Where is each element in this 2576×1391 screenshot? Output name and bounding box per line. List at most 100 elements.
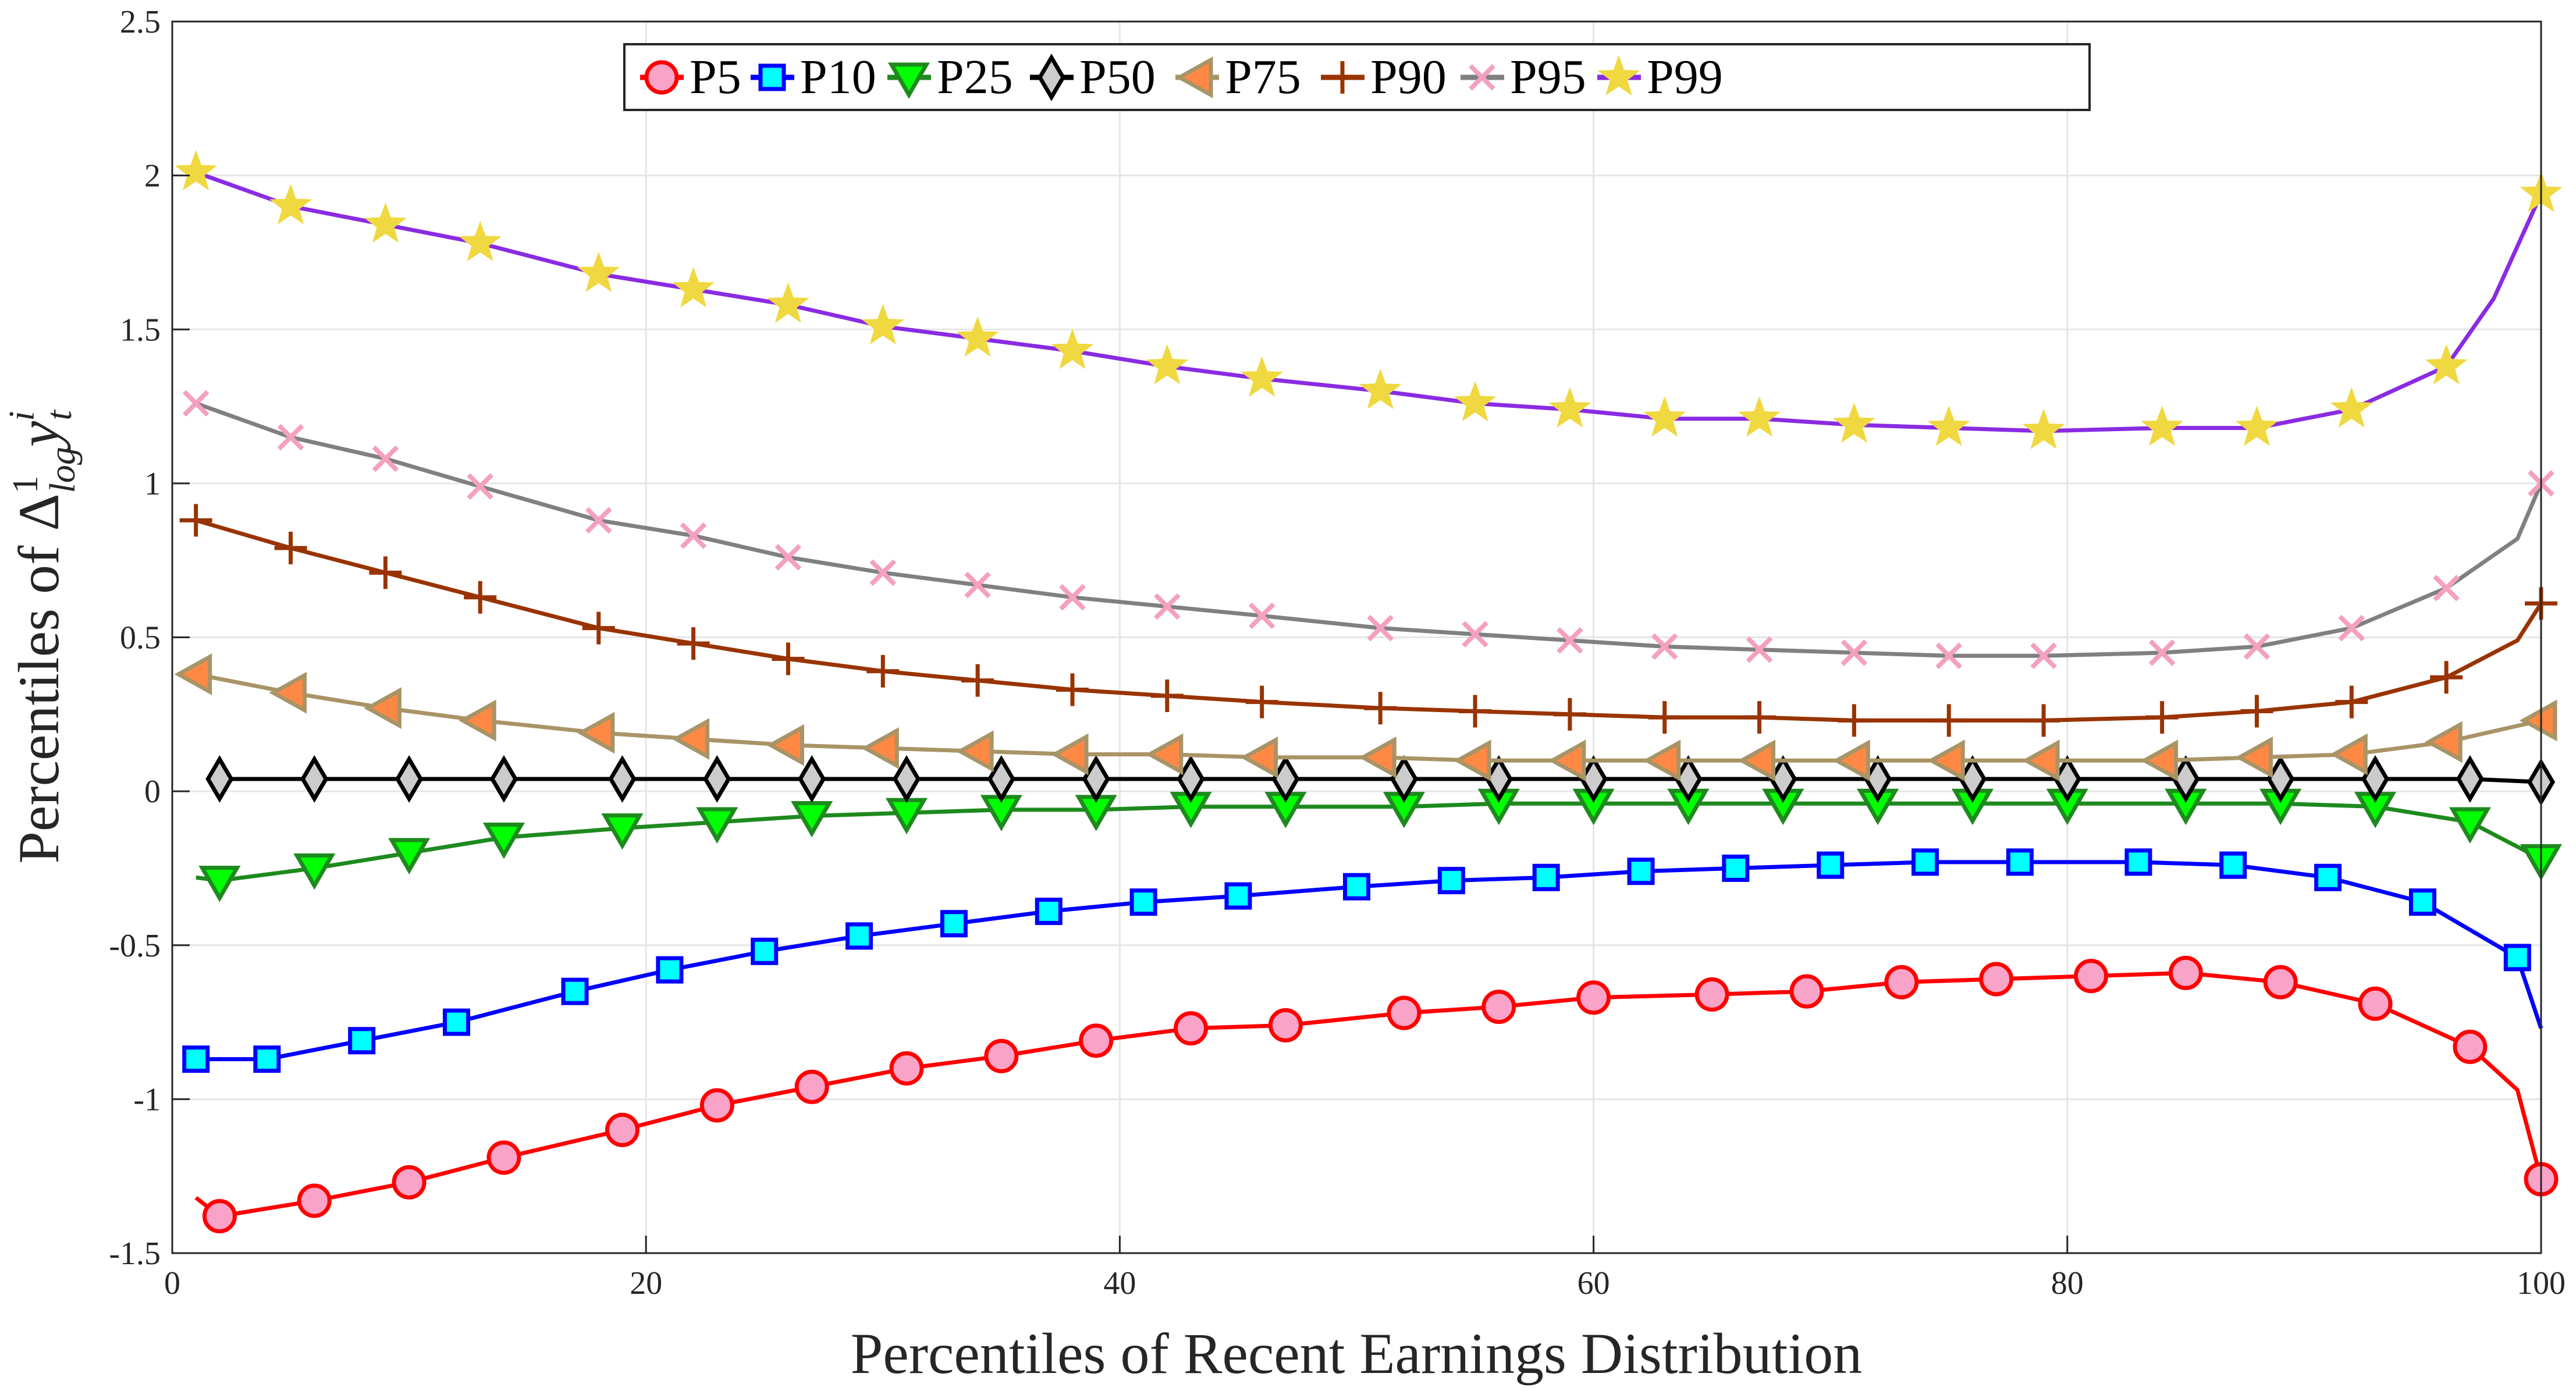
data-point-marker xyxy=(2006,848,2034,876)
series-p5 xyxy=(194,955,2559,1233)
data-point-marker xyxy=(1174,1011,1209,1046)
data-point-marker xyxy=(2430,661,2463,694)
legend-item-p95: P95 xyxy=(1461,50,1586,104)
data-point-marker xyxy=(699,1088,734,1123)
x-axis-label: Percentiles of Recent Earnings Distribut… xyxy=(851,1321,1862,1386)
data-point-marker xyxy=(2145,701,2179,734)
data-point-marker xyxy=(1359,736,1397,778)
data-point-marker xyxy=(845,922,873,950)
data-point-marker xyxy=(2240,695,2273,728)
x-tick-label: 40 xyxy=(1103,1265,1136,1301)
legend-label: P10 xyxy=(800,50,876,104)
data-point-marker xyxy=(1240,736,1278,778)
series-p75 xyxy=(174,653,2557,782)
data-point-marker xyxy=(443,1008,471,1036)
data-point-marker xyxy=(369,556,402,589)
data-point-marker xyxy=(1343,873,1370,901)
data-point-marker xyxy=(486,1140,521,1175)
x-tick-label: 60 xyxy=(1577,1265,1610,1301)
data-point-marker xyxy=(956,316,999,357)
data-point-marker xyxy=(1453,739,1491,782)
y-tick-label: 2 xyxy=(144,158,161,194)
series-p95 xyxy=(182,390,2554,670)
data-point-marker xyxy=(1050,733,1089,775)
series-line-p90 xyxy=(195,518,2543,723)
data-point-marker xyxy=(1927,739,1965,782)
data-point-marker xyxy=(205,755,234,803)
data-point-marker xyxy=(794,1069,829,1104)
data-point-marker xyxy=(482,823,525,859)
data-point-marker xyxy=(2453,1029,2488,1064)
data-point-marker xyxy=(2335,685,2368,718)
data-point-marker xyxy=(464,581,497,614)
data-point-marker xyxy=(772,642,805,675)
legend-item-p10: P10 xyxy=(751,50,876,104)
data-point-marker xyxy=(766,282,809,323)
data-point-marker xyxy=(1437,867,1465,895)
y-tick-label: -0.5 xyxy=(109,928,161,964)
legend-label: P90 xyxy=(1370,50,1447,104)
data-point-marker xyxy=(277,424,304,451)
legend-label: P95 xyxy=(1510,50,1586,104)
data-point-marker xyxy=(1367,614,1394,642)
data-point-marker xyxy=(388,838,431,874)
data-point-marker xyxy=(1648,701,1681,734)
data-point-marker xyxy=(269,184,312,225)
data-point-marker xyxy=(2030,642,2057,670)
y-axis-label: Percentiles of Δ1logyit xyxy=(2,410,83,864)
y-tick-label: 0 xyxy=(144,774,161,810)
legend-label: P5 xyxy=(690,50,741,104)
data-point-marker xyxy=(766,724,804,766)
data-point-marker xyxy=(1548,387,1591,428)
legend-item-p75: P75 xyxy=(1175,50,1301,104)
data-point-marker xyxy=(1817,851,1845,879)
series-line-p5 xyxy=(194,970,2543,1218)
data-point-marker xyxy=(1145,733,1184,775)
data-point-marker xyxy=(601,813,644,850)
data-point-marker xyxy=(1576,980,1611,1015)
data-point-marker xyxy=(703,755,731,803)
y-tick-label: 1.5 xyxy=(120,312,161,348)
series-line-p10 xyxy=(196,860,2543,1062)
data-point-marker xyxy=(297,1183,332,1218)
data-point-marker xyxy=(2338,614,2365,642)
data-point-marker xyxy=(1838,704,1871,737)
legend-marker-triangle-left-icon xyxy=(1175,56,1213,98)
data-point-marker xyxy=(2027,704,2060,737)
data-point-marker xyxy=(1832,739,1870,782)
data-point-marker xyxy=(459,220,502,262)
legend-item-p50: P50 xyxy=(1030,50,1156,104)
data-point-marker xyxy=(364,202,407,243)
data-point-marker xyxy=(2424,721,2463,763)
legend-marker-diamond-icon xyxy=(1037,54,1066,101)
data-point-marker xyxy=(1248,602,1275,629)
data-point-marker xyxy=(459,699,496,742)
data-point-marker xyxy=(2124,848,2152,876)
data-point-marker xyxy=(672,266,715,308)
data-point-marker xyxy=(202,1198,237,1233)
data-point-marker xyxy=(1789,974,1824,1009)
series-p50 xyxy=(205,755,2556,806)
data-point-marker xyxy=(889,1051,924,1086)
data-point-marker xyxy=(1387,995,1422,1030)
data-point-marker xyxy=(1927,405,1970,446)
data-point-marker xyxy=(2456,755,2484,803)
data-point-marker xyxy=(1738,739,1776,782)
data-point-marker xyxy=(1935,642,1963,670)
data-point-marker xyxy=(269,671,307,714)
data-point-marker xyxy=(869,559,897,586)
data-point-marker xyxy=(1553,698,1586,731)
data-point-marker xyxy=(987,755,1015,803)
data-point-marker xyxy=(1056,673,1089,706)
data-point-marker xyxy=(2503,944,2531,972)
series-line-p25 xyxy=(196,801,2542,883)
legend: P5 P10 P25 P50 P75 P90 P95 P99 xyxy=(623,43,2091,111)
data-point-marker xyxy=(2330,387,2373,428)
x-tick-label: 20 xyxy=(630,1265,662,1301)
y-tick-label: 0.5 xyxy=(120,620,161,656)
data-point-marker xyxy=(2140,739,2179,782)
legend-marker-star-icon xyxy=(1597,55,1640,96)
data-point-marker xyxy=(696,807,738,844)
data-point-marker xyxy=(274,532,307,565)
data-point-marker xyxy=(1224,882,1252,910)
